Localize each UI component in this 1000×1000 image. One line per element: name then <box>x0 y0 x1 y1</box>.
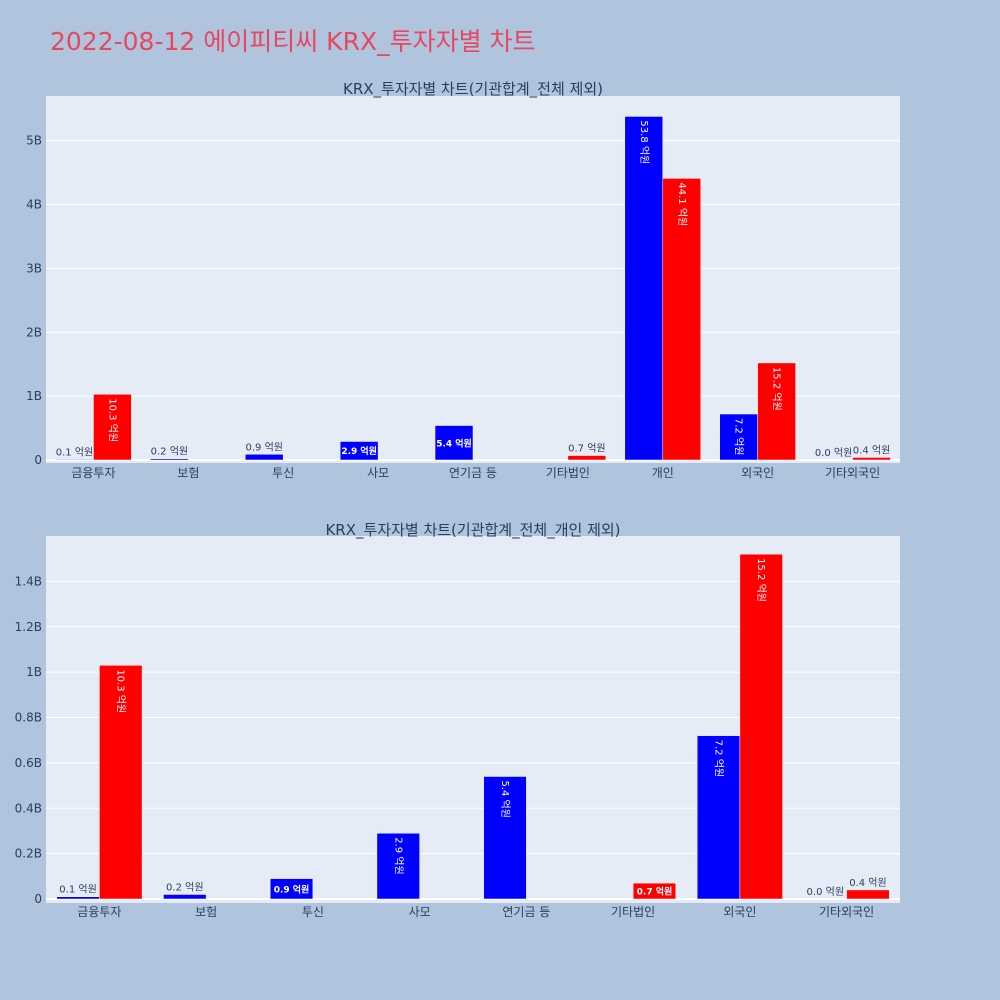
bar <box>632 882 677 900</box>
data-label: 2.9 억원 <box>392 837 404 874</box>
bar <box>56 896 100 900</box>
bar <box>245 454 284 461</box>
x-tick-label: 기타외국인 <box>819 905 874 919</box>
x-tick-label: 사모 <box>409 905 431 919</box>
y-tick-label: 1.2B <box>15 620 42 634</box>
bar <box>846 889 890 900</box>
data-label: 0.9 억원 <box>274 883 310 895</box>
x-tick-label: 연기금 등 <box>502 905 550 919</box>
page-title: 2022-08-12 에이피티씨 KRX_투자자별 차트 <box>50 27 536 56</box>
data-label: 0.7 억원 <box>568 443 605 455</box>
bar <box>376 832 420 900</box>
data-label: 0.0 억원 <box>815 447 852 459</box>
bar <box>624 116 664 461</box>
bar <box>99 665 143 900</box>
y-tick-label: 4B <box>26 198 42 212</box>
data-label: 53.8 억원 <box>638 120 650 164</box>
x-tick-label: 연기금 등 <box>449 466 497 480</box>
data-label: 0.4 억원 <box>849 877 886 889</box>
data-label: 0.7 억원 <box>637 886 673 898</box>
data-label: 7.2 억원 <box>713 740 725 777</box>
bar <box>434 425 474 461</box>
x-tick-label: 보험 <box>177 466 199 480</box>
y-tick-label: 1B <box>26 665 42 679</box>
x-tick-label: 투신 <box>302 905 324 919</box>
y-tick-label: 0.8B <box>15 711 42 725</box>
data-label: 44.1 억원 <box>676 182 688 226</box>
data-label: 0.0 억원 <box>807 886 844 898</box>
chart-subtitle: KRX_투자자별 차트(기관합계_전체_개인 제외) <box>325 521 620 540</box>
chart-top: KRX_투자자별 차트(기관합계_전체 제외) 0 1B 2B 3B 4B 5B 금융투자 보험… <box>26 80 900 480</box>
y-tick-label: 0.4B <box>15 801 42 815</box>
x-tick-label: 기타외국인 <box>825 466 880 480</box>
data-label: 0.2 억원 <box>151 446 188 458</box>
y-tick-label: 5B <box>26 134 42 148</box>
data-label: 0.2 억원 <box>166 881 203 893</box>
data-label: 7.2 억원 <box>733 418 745 455</box>
bar <box>483 776 527 900</box>
y-tick-label: 1.4B <box>15 574 42 588</box>
chart-subtitle: KRX_투자자별 차트(기관합계_전체 제외) <box>343 80 603 99</box>
bar <box>662 178 701 461</box>
chart-bottom: KRX_투자자별 차트(기관합계_전체_개인 제외) 0 0.2B 0.4B 0.6B 0… <box>15 521 900 919</box>
y-tick-label: 0.6B <box>15 756 42 770</box>
x-tick-label: 사모 <box>367 466 389 480</box>
bar <box>739 553 783 900</box>
x-tick-label: 외국인 <box>741 466 774 480</box>
y-tick-label: 0 <box>34 453 42 467</box>
y-tick-label: 2B <box>26 325 42 339</box>
y-tick-label: 0.2B <box>15 847 42 861</box>
bar <box>163 894 207 900</box>
bar <box>55 459 94 461</box>
data-label: 10.3 억원 <box>115 669 127 713</box>
data-label: 10.3 억원 <box>106 398 118 442</box>
y-tick-label: 0 <box>34 892 42 906</box>
data-label: 0.9 억원 <box>246 441 283 453</box>
y-tick-label: 1B <box>26 389 42 403</box>
x-tick-label: 보험 <box>195 905 217 919</box>
x-tick-label: 개인 <box>652 466 674 480</box>
data-label: 5.4 억원 <box>436 437 472 449</box>
bar <box>150 458 189 461</box>
x-tick-label: 기타법인 <box>611 905 655 919</box>
data-label: 0.1 억원 <box>59 884 96 896</box>
bar <box>852 457 891 461</box>
x-tick-label: 투신 <box>272 466 294 480</box>
x-tick-label: 외국인 <box>723 905 756 919</box>
x-tick-label: 금융투자 <box>77 905 121 919</box>
data-label: 2.9 억원 <box>341 445 377 457</box>
y-tick-label: 3B <box>26 261 42 275</box>
data-label: 15.2 억원 <box>755 558 767 602</box>
data-label: 0.4 억원 <box>853 444 890 456</box>
bar <box>696 735 741 900</box>
bar <box>339 441 379 461</box>
data-label: 5.4 억원 <box>499 780 511 817</box>
bar <box>567 455 607 461</box>
data-label: 0.1 억원 <box>56 446 93 458</box>
bar <box>269 878 314 900</box>
x-tick-label: 기타법인 <box>546 466 590 480</box>
x-tick-label: 금융투자 <box>71 466 115 480</box>
bar <box>93 393 132 461</box>
bar <box>757 362 796 461</box>
data-label: 15.2 억원 <box>771 367 783 411</box>
